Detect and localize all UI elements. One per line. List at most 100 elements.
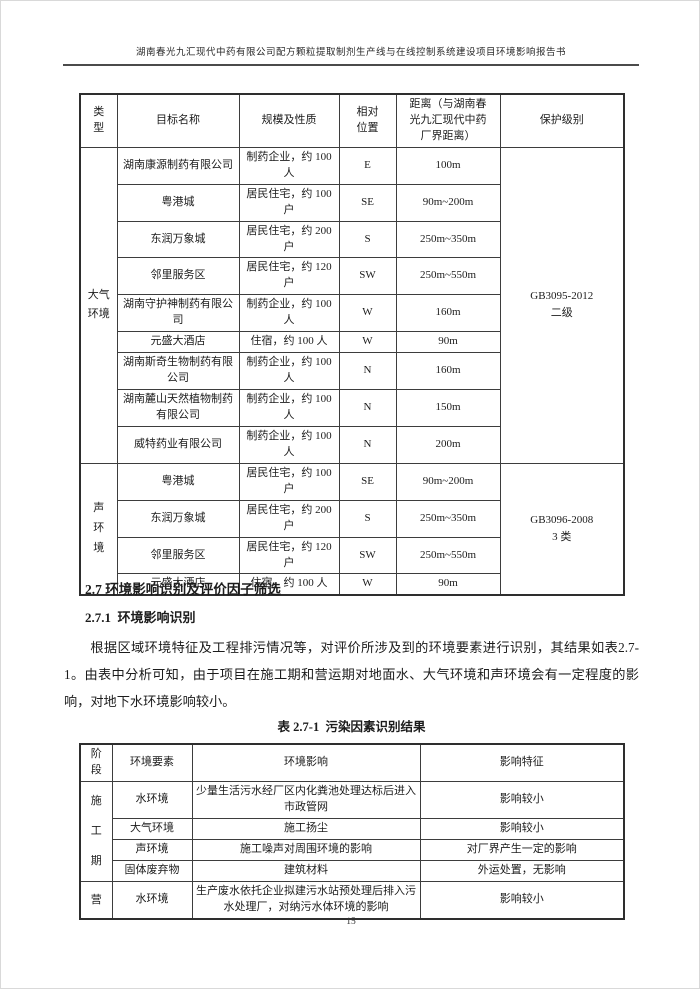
- table-cell: 居民住宅，约 200 户: [238, 220, 340, 259]
- table-cell: 制药企业，约 100 人: [238, 146, 340, 185]
- table-cell: 影响较小: [419, 780, 625, 819]
- table-cell: 外运处置，无影响: [419, 859, 625, 882]
- table-cell: 150m: [395, 389, 501, 427]
- table-cell: 邻里服务区: [116, 536, 240, 575]
- table-cell: N: [338, 389, 397, 427]
- table-cell: 制药企业，约 100 人: [238, 294, 340, 333]
- table-cell: 160m: [395, 352, 501, 391]
- table-cell: W: [338, 331, 397, 354]
- stage-cell: 施 工 期: [79, 780, 113, 882]
- table-cell: 湖南麓山天然植物制药有限公司: [116, 389, 240, 427]
- table-cell: N: [338, 352, 397, 391]
- protection-table-head: 类 型目标名称 规模及性质 相对 位置 距离（与湖南春 光九汇现代中药 厂界距离） 保护…: [79, 93, 625, 148]
- table-cell: 大气环境: [111, 817, 193, 840]
- table-cell: SE: [338, 183, 397, 222]
- pollution-table-body: 施 工 期水环境 少量生活污水经厂区内化粪池处理达标后进入市政管网 影响较小 大气环境…: [79, 780, 625, 920]
- section-heading: 2.7 环境影响识别及评价因子筛选: [85, 582, 281, 597]
- table-cell: 水环境: [111, 780, 193, 819]
- table-cell: 160m: [395, 294, 501, 333]
- protection-level-cell: GB3095-2012 二级: [499, 146, 625, 464]
- table-cell: N: [338, 425, 397, 464]
- table-cell: 250m~350m: [395, 220, 501, 259]
- table-cell: 居民住宅，约 100 户: [238, 462, 340, 501]
- table-cell: 制药企业，约 100 人: [238, 389, 340, 427]
- table-cell: 制药企业，约 100 人: [238, 425, 340, 464]
- table-cell: 湖南守护神制药有限公司: [116, 294, 240, 333]
- protection-level-cell: GB3096-2008 3 类: [499, 462, 625, 596]
- table-cell: 住宿，约 100 人: [238, 573, 340, 596]
- table-cell: SW: [338, 257, 397, 296]
- table-cell: 生产废水依托企业拟建污水站预处理后排入污水处理厂，对纳污水体环境的影响: [191, 880, 421, 920]
- table-cell: 100m: [395, 146, 501, 185]
- table-cell: 影响较小: [419, 880, 625, 920]
- table-row: 威特药业有限公司 制药企业，约 100 人 N 200m: [80, 425, 624, 464]
- protection-targets-table: 类 型目标名称 规模及性质 相对 位置 距离（与湖南春 光九汇现代中药 厂界距离） 保护…: [79, 93, 625, 597]
- column-header-cell: 环境影响: [191, 743, 421, 782]
- column-header-cell: 规模及性质: [238, 93, 340, 148]
- document-title: 湖南春光九汇现代中药有限公司配方颗粒提取制剂生产线与在线控制系统建设项目环境影响…: [135, 48, 566, 58]
- table-cell: 少量生活污水经厂区内化粪池处理达标后进入市政管网: [191, 780, 421, 819]
- table-cell: 湖南康源制药有限公司: [116, 146, 240, 185]
- column-header-cell: 距离（与湖南春 光九汇现代中药 厂界距离）: [395, 93, 501, 148]
- table-cell: 住宿，约 100 人: [238, 331, 340, 354]
- table-row: 东润万象城 居民住宅，约 200 户 S 250m~350m: [80, 220, 624, 259]
- table-row: 营水环境 生产废水依托企业拟建污水站预处理后排入污水处理厂，对纳污水体环境的影响影…: [79, 880, 625, 920]
- table-cell: 粤港城: [116, 183, 240, 222]
- table-cell: 90m: [395, 573, 501, 596]
- table-row: 湖南守护神制药有限公司 制药企业，约 100 人 W 160m: [80, 294, 624, 333]
- table-cell: 250m~550m: [395, 536, 501, 575]
- column-header-cell: 影响特征: [419, 743, 625, 782]
- body-paragraph: 根据区域环境特征及工程排污情况等，对评价所涉及到的环境要素进行识别，其结果如表2…: [64, 640, 639, 709]
- table-cell: 东润万象城: [116, 220, 240, 259]
- table-cell: 250m~550m: [395, 257, 501, 296]
- subsection-heading: 2.7.1 环境影响识别: [85, 610, 196, 625]
- table-cell: S: [338, 499, 397, 538]
- table-caption: 表 2.7-1 污染因素识别结果: [277, 720, 426, 734]
- table-cell: 250m~350m: [395, 499, 501, 538]
- table-row: 声 环 境粤港城 居民住宅，约 100 户 SE 90m~200m GB3096-200…: [79, 462, 625, 596]
- table-cell: 施工扬尘: [191, 817, 421, 840]
- document-header: 湖南春光九汇现代中药有限公司配方颗粒提取制剂生产线与在线控制系统建设项目环境影响…: [63, 44, 639, 66]
- column-header-cell: 类 型: [79, 93, 118, 148]
- pollution-table-head: 阶 段环境要素 环境影响 影响特征: [79, 743, 625, 782]
- table-cell: 居民住宅，约 120 户: [238, 536, 340, 575]
- table-cell: 元盛大酒店: [116, 331, 240, 354]
- table-row: 邻里服务区 居民住宅，约 120 户 SW 250m~550m: [80, 257, 624, 296]
- table-cell: W: [338, 573, 397, 596]
- table-cell: 制药企业，约 100 人: [238, 352, 340, 391]
- protection-table-head-row: 类 型目标名称 规模及性质 相对 位置 距离（与湖南春 光九汇现代中药 厂界距离） 保护…: [79, 93, 625, 148]
- table-cell: 200m: [395, 425, 501, 464]
- table-cell: 90m~200m: [395, 462, 501, 501]
- table-row: 邻里服务区 居民住宅，约 120 户 SW 250m~550m: [80, 536, 624, 575]
- page-number: 15: [346, 917, 356, 927]
- table-row: 大气环境 施工扬尘 影响较小: [80, 817, 625, 840]
- column-header-cell: 目标名称: [116, 93, 240, 148]
- table-row: 施 工 期水环境 少量生活污水经厂区内化粪池处理达标后进入市政管网 影响较小: [79, 780, 625, 882]
- table-cell: 邻里服务区: [116, 257, 240, 296]
- pollution-table-head-row: 阶 段环境要素 环境影响 影响特征: [79, 743, 625, 782]
- table-cell: E: [338, 146, 397, 185]
- table-row: 粤港城 居民住宅，约 100 户 SE 90m~200m: [80, 183, 624, 222]
- table-cell: 声环境: [111, 838, 193, 861]
- column-header-cell: 保护级别: [499, 93, 625, 148]
- table-cell: W: [338, 294, 397, 333]
- env-type-cell: 声 环 境: [79, 462, 118, 596]
- table-row: 大气 环境 湖南康源制药有限公司 制药企业，约 100 人 E 100m GB3095-2…: [79, 146, 625, 464]
- table-cell: S: [338, 220, 397, 259]
- table-cell: 对厂界产生一定的影响: [419, 838, 625, 861]
- table-cell: 施工噪声对周围环境的影响: [191, 838, 421, 861]
- table-cell: 固体废弃物: [111, 859, 193, 882]
- table-cell: SW: [338, 536, 397, 575]
- table-cell: 影响较小: [419, 817, 625, 840]
- protection-table-body: 大气 环境 湖南康源制药有限公司 制药企业，约 100 人 E 100m GB3095-2…: [79, 146, 625, 596]
- stage-cell: 营: [79, 880, 113, 920]
- table-cell: 居民住宅，约 200 户: [238, 499, 340, 538]
- table-row: 湖南麓山天然植物制药有限公司 制药企业，约 100 人 N 150m: [80, 389, 624, 427]
- table-row: 声环境 施工噪声对周围环境的影响 对厂界产生一定的影响: [80, 838, 625, 861]
- column-header-cell: 阶 段: [79, 743, 113, 782]
- table-cell: 威特药业有限公司: [116, 425, 240, 464]
- table-cell: 居民住宅，约 120 户: [238, 257, 340, 296]
- column-header-cell: 环境要素: [111, 743, 193, 782]
- table-cell: 湖南斯奇生物制药有限公司: [116, 352, 240, 391]
